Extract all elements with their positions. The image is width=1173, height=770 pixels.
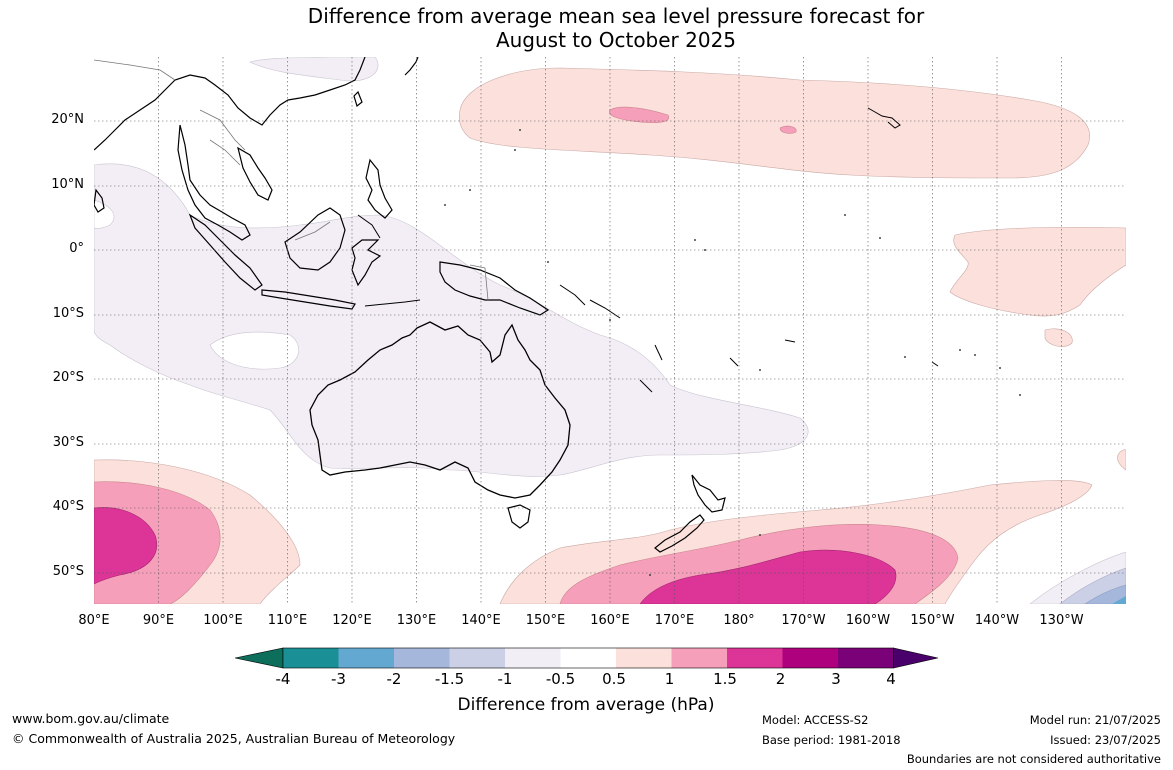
lon-label: 100°E: [203, 613, 243, 628]
website-link[interactable]: www.bom.gov.au/climate: [12, 711, 170, 726]
lon-label: 160°E: [590, 613, 630, 628]
model-run-date: Model run: 21/07/2025: [1029, 713, 1161, 727]
colorbar-swatch: [505, 648, 561, 668]
colorbar-tick: -3: [331, 670, 346, 688]
map-title: Difference from average mean sea level p…: [0, 4, 1173, 52]
negative-anomaly-north: [249, 57, 379, 82]
title-line-2: August to October 2025: [495, 28, 737, 52]
colorbar: [234, 647, 939, 669]
lat-label: 40°S: [52, 499, 84, 514]
new-guinea: [439, 261, 550, 316]
lon-label: 130°W: [1039, 613, 1084, 628]
colorbar-extend-high: [893, 647, 939, 669]
lat-label: 10°N: [51, 177, 84, 192]
colorbar-swatch: [338, 648, 395, 668]
positive-anomaly-southwest: [94, 459, 301, 604]
lon-label: 170°E: [654, 613, 695, 628]
colorbar-swatch: [671, 648, 728, 668]
model-name: Model: ACCESS-S2: [762, 713, 869, 727]
asia-mainland: [94, 57, 366, 151]
lon-label: 170°W: [781, 613, 826, 628]
lat-label: 20°N: [51, 112, 84, 127]
colorbar-tick: 1.5: [713, 670, 737, 688]
lon-label: 90°E: [142, 613, 175, 628]
colorbar-tick: 3: [831, 670, 841, 688]
lon-label: 130°E: [396, 613, 437, 628]
colorbar-swatch: [727, 648, 783, 668]
colorbar-swatch: [782, 648, 839, 668]
colorbar-swatch: [449, 648, 506, 668]
lon-label: 160°W: [845, 613, 891, 628]
negative-anomaly-region: [94, 163, 809, 477]
lon-label: 150°E: [525, 613, 566, 628]
colorbar-swatch: [560, 648, 617, 668]
base-period: Base period: 1981-2018: [762, 733, 901, 747]
australia-landmass: [309, 321, 571, 499]
colorbar-tick: -1: [497, 670, 513, 688]
lon-label: 120°E: [332, 613, 372, 628]
colorbar-swatch: [838, 648, 894, 668]
lon-label: 140°E: [461, 613, 501, 628]
sulawesi: [351, 239, 382, 287]
lat-label: 0°: [69, 241, 84, 256]
colorbar-tick: -4: [275, 670, 291, 688]
colorbar-tick: -0.5: [545, 670, 576, 688]
colorbar-outline: [282, 647, 894, 669]
colorbar-extend-low: [234, 647, 284, 669]
lon-label: 110°E: [267, 613, 308, 628]
colorbar-tick: -2: [386, 670, 402, 688]
sumatra: [188, 213, 263, 291]
lon-label: 150°W: [910, 613, 955, 628]
lon-label: 80°E: [78, 613, 110, 628]
colorbar-swatch: [394, 648, 450, 668]
boundary-disclaimer: Boundaries are not considered authoritat…: [906, 752, 1161, 766]
borneo: [284, 207, 346, 271]
colorbar-swatch: [283, 648, 339, 668]
colorbar-title: Difference from average (hPa): [457, 695, 715, 715]
lon-label: 180°: [723, 613, 755, 628]
lat-label: 50°S: [52, 564, 84, 579]
issued-date: Issued: 23/07/2025: [1050, 733, 1161, 747]
colorbar-tick: 1: [664, 670, 675, 688]
lon-label: 140°W: [974, 613, 1020, 628]
lat-label: 30°S: [52, 435, 84, 450]
colorbar-tick: 4: [886, 670, 896, 688]
positive-anomaly-north-pacific: [459, 67, 1090, 179]
tasmania: [507, 504, 531, 529]
lat-label: 20°S: [52, 370, 84, 385]
colorbar-tick: 0.5: [602, 670, 626, 688]
colorbar-tick: -1.5: [434, 670, 465, 688]
lat-label: 10°S: [52, 306, 84, 321]
positive-anomaly-east-pacific: [949, 226, 1126, 317]
title-line-1: Difference from average mean sea level p…: [307, 4, 925, 28]
colorbar-tick: 2: [775, 670, 786, 688]
negative-anomaly-southeast: [1029, 551, 1126, 604]
colorbar-swatch: [616, 648, 672, 668]
positive-anomaly-southern-ocean: [499, 480, 1093, 604]
copyright-text: © Commonwealth of Australia 2025, Austra…: [12, 731, 456, 746]
new-zealand: [691, 474, 726, 513]
